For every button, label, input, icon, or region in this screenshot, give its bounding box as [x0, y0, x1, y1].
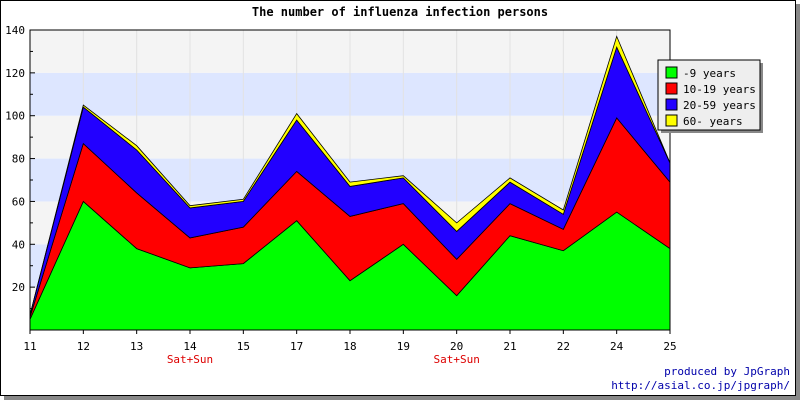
y-tick-label: 120	[5, 67, 25, 80]
legend-swatch	[665, 98, 678, 111]
x-tick-label: 17	[290, 340, 303, 353]
legend-swatch	[665, 66, 678, 79]
x-tick-label: 24	[610, 340, 624, 353]
y-tick-label: 20	[12, 281, 25, 294]
legend-swatch	[665, 114, 678, 127]
y-tick-label: 140	[5, 24, 25, 37]
x-tick-label: 22	[557, 340, 570, 353]
legend-label: 60- years	[683, 115, 743, 128]
legend-label: -9 years	[683, 67, 736, 80]
x-tick-label: 20	[450, 340, 463, 353]
x-tick-label: 12	[77, 340, 90, 353]
y-tick-label: 60	[12, 195, 25, 208]
legend-label: 10-19 years	[683, 83, 756, 96]
credit-line-2: http://asial.co.jp/jpgraph/	[611, 379, 790, 392]
legend-swatch	[665, 82, 678, 95]
x-tick-label: 11	[23, 340, 36, 353]
credit-line-1: produced by JpGraph	[664, 365, 790, 378]
x-sub-label: Sat+Sun	[167, 353, 213, 366]
x-tick-label: 15	[237, 340, 250, 353]
y-tick-label: 100	[5, 110, 25, 123]
x-tick-label: 25	[663, 340, 676, 353]
y-tick-label: 80	[12, 153, 25, 166]
y-tick-label: 40	[12, 238, 25, 251]
x-tick-label: 18	[343, 340, 356, 353]
x-tick-label: 21	[503, 340, 516, 353]
x-sub-label: Sat+Sun	[433, 353, 479, 366]
x-tick-label: 13	[130, 340, 143, 353]
x-tick-label: 19	[397, 340, 410, 353]
legend-label: 20-59 years	[683, 99, 756, 112]
chart-title: The number of influenza infection person…	[252, 5, 548, 19]
x-tick-label: 14	[183, 340, 197, 353]
